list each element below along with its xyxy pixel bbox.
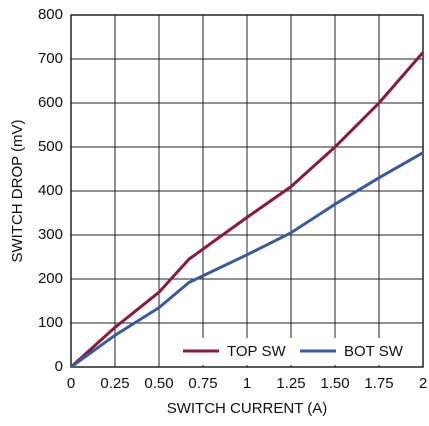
- x-tick-label: 2: [419, 375, 427, 392]
- series-line: [70, 151, 424, 369]
- y-tick-label: 0: [55, 358, 63, 375]
- x-tick-label: 0: [67, 375, 75, 392]
- x-tick-label: 1.25: [276, 375, 305, 392]
- legend-label: TOP SW: [227, 343, 286, 360]
- legend-label: BOT SW: [344, 343, 404, 360]
- series-line: [69, 51, 425, 369]
- y-tick-label: 700: [38, 50, 63, 67]
- x-axis-title: SWITCH CURRENT (A): [167, 400, 328, 417]
- y-tick-label: 500: [38, 138, 63, 155]
- x-tick-label: 1: [243, 375, 251, 392]
- x-tick-label: 0.75: [188, 375, 217, 392]
- x-tick-label: 1.50: [320, 375, 349, 392]
- plot-frame: [70, 14, 424, 368]
- y-tick-label: 800: [38, 6, 63, 23]
- y-tick-label: 100: [38, 314, 63, 331]
- x-tick-label: 0.50: [144, 375, 173, 392]
- x-tick-label: 1.75: [364, 375, 393, 392]
- y-axis-title: SWITCH DROP (mV): [9, 119, 26, 262]
- y-tick-label: 400: [38, 182, 63, 199]
- y-tick-label: 200: [38, 270, 63, 287]
- y-tick-label: 300: [38, 226, 63, 243]
- y-tick-label: 600: [38, 94, 63, 111]
- x-tick-label: 0.25: [100, 375, 129, 392]
